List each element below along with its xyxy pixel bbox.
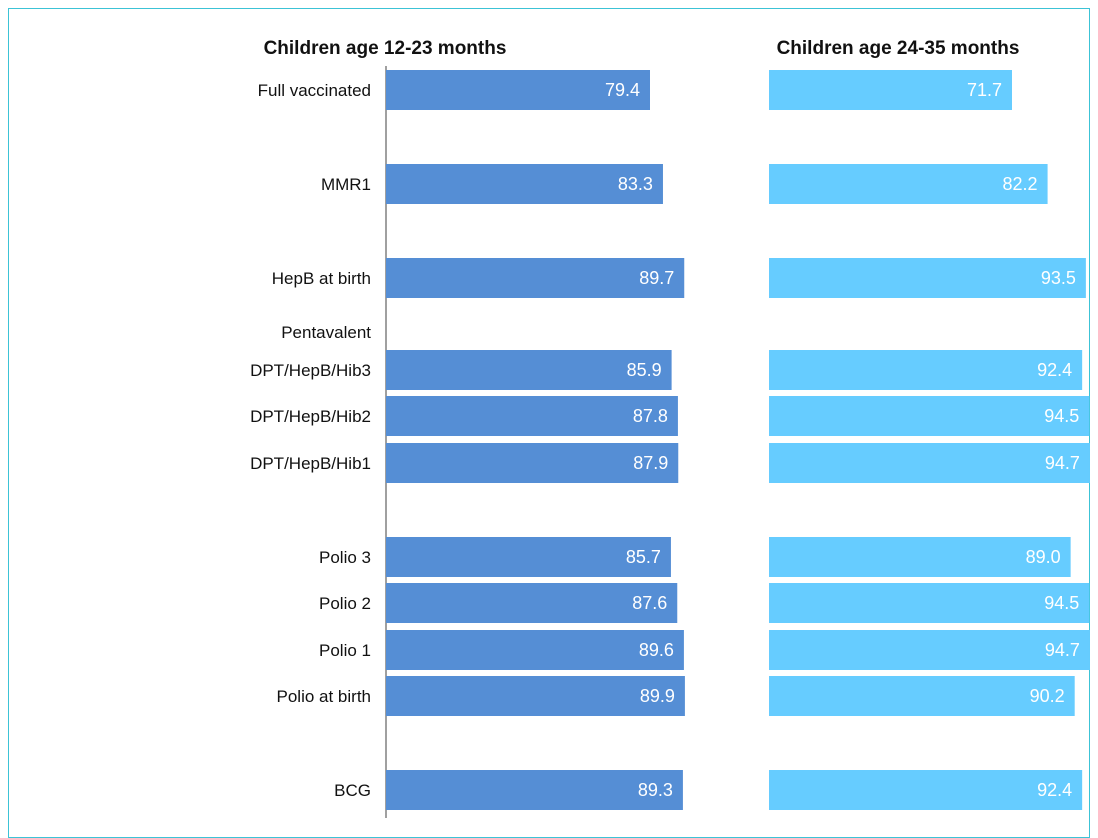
value-label-series-2: 92.4: [1037, 360, 1072, 380]
value-label-series-1: 87.9: [633, 453, 668, 473]
panel-title-1: Children age 12-23 months: [264, 38, 507, 59]
value-label-series-2: 71.7: [967, 80, 1002, 100]
value-label-series-2: 92.4: [1037, 780, 1072, 800]
bar-series-1: [386, 258, 685, 298]
category-label: Polio 1: [319, 641, 371, 660]
bar-series-2: [769, 70, 1012, 110]
value-label-series-2: 94.7: [1045, 640, 1080, 660]
value-label-series-2: 94.5: [1044, 406, 1079, 426]
bar-series-1: [386, 443, 679, 483]
bar-series-2: [769, 630, 1090, 670]
bar-series-1: [386, 396, 678, 436]
bar-series-2: [769, 676, 1075, 716]
bar-series-2: [769, 164, 1048, 204]
value-label-series-2: 89.0: [1026, 547, 1061, 567]
value-label-series-1: 89.6: [639, 640, 674, 660]
category-label: Full vaccinated: [258, 81, 371, 100]
value-label-series-1: 83.3: [618, 174, 653, 194]
bar-series-2: [769, 443, 1090, 483]
bar-series-2: [769, 350, 1083, 390]
bar-series-1: [386, 164, 663, 204]
value-label-series-1: 87.6: [632, 593, 667, 613]
value-label-series-2: 94.7: [1045, 453, 1080, 473]
value-label-series-1: 85.7: [626, 547, 661, 567]
value-label-series-2: 90.2: [1030, 686, 1065, 706]
category-label: DPT/HepB/Hib3: [250, 361, 371, 380]
panel-title-2: Children age 24-35 months: [777, 38, 1020, 59]
bar-series-1: [386, 350, 672, 390]
category-label: MMR1: [321, 175, 371, 194]
category-label: DPT/HepB/Hib1: [250, 454, 371, 473]
category-label: Polio 2: [319, 594, 371, 613]
bar-series-1: [386, 630, 684, 670]
bar-series-1: [386, 537, 671, 577]
value-label-series-2: 93.5: [1041, 268, 1076, 288]
bar-series-1: [386, 70, 650, 110]
category-label: DPT/HepB/Hib2: [250, 407, 371, 426]
group-label: Pentavalent: [281, 323, 371, 342]
value-label-series-1: 89.9: [640, 686, 675, 706]
value-label-series-1: 89.3: [638, 780, 673, 800]
bar-series-1: [386, 676, 685, 716]
value-label-series-1: 89.7: [639, 268, 674, 288]
value-label-series-2: 82.2: [1003, 174, 1038, 194]
bar-series-1: [386, 583, 678, 623]
bar-series-2: [769, 583, 1090, 623]
value-label-series-1: 85.9: [627, 360, 662, 380]
value-label-series-1: 79.4: [605, 80, 640, 100]
category-label: HepB at birth: [272, 269, 371, 288]
bar-series-2: [769, 258, 1086, 298]
value-label-series-2: 94.5: [1044, 593, 1079, 613]
bar-series-2: [769, 396, 1090, 436]
category-label: Polio at birth: [277, 687, 372, 706]
bar-series-2: [769, 770, 1083, 810]
bar-series-2: [769, 537, 1071, 577]
category-label: BCG: [334, 781, 371, 800]
value-label-series-1: 87.8: [633, 406, 668, 426]
category-label: Polio 3: [319, 548, 371, 567]
bar-series-1: [386, 770, 683, 810]
